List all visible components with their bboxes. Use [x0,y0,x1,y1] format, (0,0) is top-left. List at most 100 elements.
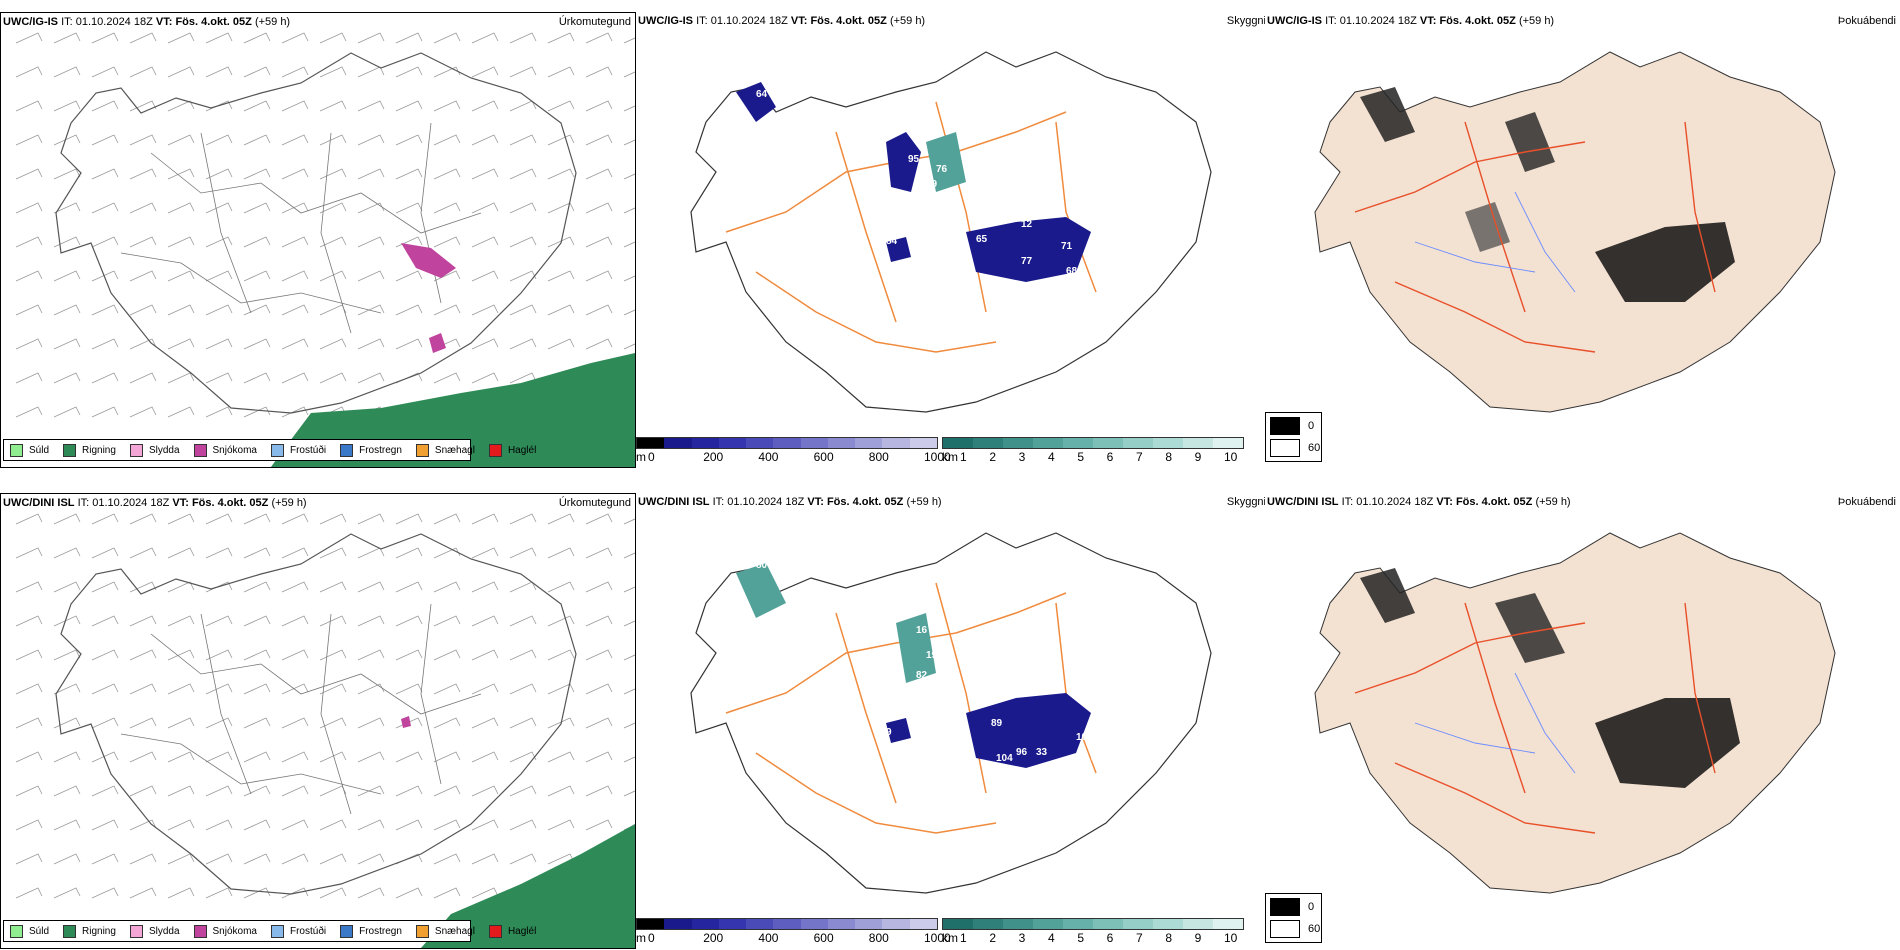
wind-barb [471,270,499,282]
precip-map-2 [15,513,635,948]
wind-barb [53,513,81,525]
wind-barb [357,717,385,729]
wind-barb [357,547,385,559]
scale-segment [691,438,719,448]
wind-barb [357,100,385,112]
wind-barb [129,649,157,661]
wind-barb [623,207,635,214]
wind-barb [129,134,157,146]
wind-barb [547,66,575,78]
wind-barb [585,649,613,661]
wind-barb [623,688,635,695]
scale-segment [882,438,910,448]
vis-scale-1 [942,437,1244,449]
ceiling-scale-1 [636,437,938,449]
scale-tick-label: 10 [1224,931,1238,945]
wind-barb [471,751,499,763]
wind-barb [433,819,461,831]
wind-barb [205,615,233,627]
precip-legend-2: Súld Rigning Slydda Snjókoma Frostúði Frostre… [3,920,536,942]
wind-barb [319,202,347,214]
wind-barb [509,547,537,559]
scale-tick-label: 0 [648,931,655,945]
wind-barb [433,581,461,593]
wind-barb [243,406,271,418]
wind-barb [395,270,423,282]
wind-barb [585,134,613,146]
wind-barb [433,887,461,899]
wind-barb [167,853,195,865]
wind-barb [433,615,461,627]
scale-unit: m [636,450,646,464]
scale-segment [1033,919,1063,929]
wind-barb [547,304,575,316]
wind-barb [357,649,385,661]
wind-barb [547,717,575,729]
wind-barb [129,615,157,627]
fog-legend-row: 60 [1270,920,1320,938]
visibility-value-label: 82 [916,670,928,681]
fog-panel-2: UWC/DINI ISL IT: 01.10.2024 18Z VT: Fös.… [1265,493,1900,947]
wind-barb [433,32,461,44]
wind-barb [167,785,195,797]
wind-barb [129,66,157,78]
scale-tick-label: 8 [1165,450,1173,464]
visibility-value-label: 111 [1056,787,1072,798]
legend-swatch [340,443,354,457]
wind-barb [53,615,81,627]
wind-barb [15,547,43,559]
wind-barb [433,717,461,729]
wind-barb [243,202,271,214]
wind-barb [91,819,119,831]
visibility-value-label: 70 [726,600,738,611]
wind-barb [471,785,499,797]
scale-segment [909,438,937,448]
wind-barb [585,270,613,282]
wind-barb [281,32,309,44]
wind-barb [585,547,613,559]
wind-barb [53,887,81,899]
wind-barb [433,236,461,248]
wind-barb [91,683,119,695]
wind-barb [357,581,385,593]
wind-barb [319,270,347,282]
wind-barb [15,270,43,282]
wind-barb [205,683,233,695]
wind-barb [319,66,347,78]
wind-barb [205,751,233,763]
wind-barb [205,513,233,525]
wind-barb [357,304,385,316]
wind-barb [15,513,43,525]
wind-barb [53,236,81,248]
wind-barb [471,100,499,112]
wind-barb [15,338,43,350]
scale-tick-label: 0 [648,450,655,464]
wind-barb [205,372,233,384]
wind-barb [91,236,119,248]
wind-barb [433,202,461,214]
wind-barb [15,819,43,831]
scale-tick-label: 800 [868,931,889,945]
wind-barb [623,552,635,559]
visibility-value-label: 84 [981,274,993,285]
wind-barb [281,683,309,695]
wind-barb [509,513,537,525]
wind-barb [319,134,347,146]
wind-barb [395,134,423,146]
wind-barb [585,717,613,729]
wind-barb [471,683,499,695]
wind-barb [357,202,385,214]
wind-barbs-1 [15,32,635,418]
visibility-value-label: 71 [1061,241,1073,252]
wind-barb [53,717,81,729]
vis-labels-1: 64 10 95 89 76 84 65 12 71 68 84 77 91 89 103 [736,89,1118,350]
legend-label: Snjókoma [212,925,257,937]
wind-barb [243,372,271,384]
wind-barb [395,683,423,695]
wind-barb [205,66,233,78]
legend-swatch [488,443,502,457]
wind-barb [167,683,195,695]
legend-label: Haglél [507,444,537,456]
rain-area-1 [271,353,635,467]
